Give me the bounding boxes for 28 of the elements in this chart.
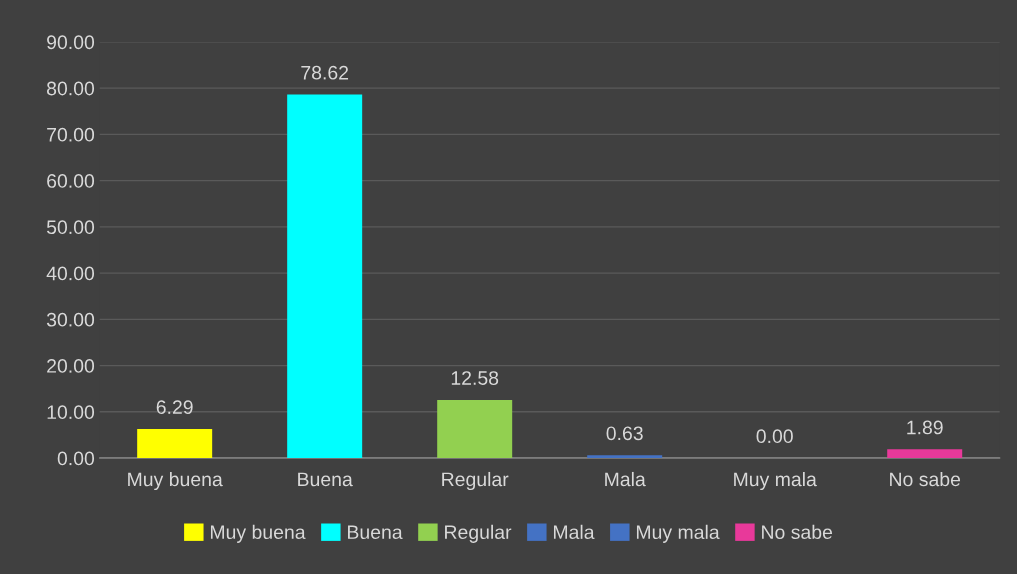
data-label: 6.29	[156, 400, 193, 415]
legend-label: Muy mala	[636, 524, 720, 543]
legend-label: Muy buena	[210, 524, 306, 543]
y-tick-label: 50.00	[46, 220, 95, 235]
y-tick-label: 10.00	[47, 405, 95, 420]
data-label: 12.58	[451, 371, 499, 385]
data-label: 0.00	[756, 429, 793, 444]
y-tick-label: 90.00	[47, 35, 95, 50]
data-label: 78.62	[301, 65, 349, 80]
y-tick-label: 0.00	[57, 451, 95, 466]
data-label: 0.63	[606, 426, 643, 441]
legend-label: No sabe	[762, 524, 833, 540]
legend-label: Mala	[553, 524, 595, 540]
x-tick-label: Regular	[442, 471, 509, 491]
x-tick-label: Muy buena	[128, 471, 223, 491]
y-tick-label: 70.00	[47, 127, 95, 142]
x-tick-label: Mala	[605, 471, 646, 487]
data-label: 1.89	[907, 420, 943, 435]
y-tick-label: 20.00	[47, 359, 95, 373]
y-tick-label: 30.00	[46, 312, 95, 327]
x-tick-label: Buena	[298, 472, 353, 487]
y-tick-label: 80.00	[47, 81, 95, 96]
legend-label: Buena	[348, 525, 403, 540]
x-tick-label: No sabe	[890, 471, 961, 487]
legend-label: Regular	[445, 524, 512, 543]
y-tick-label: 40.00	[46, 266, 95, 281]
x-tick-label: Muy mala	[734, 471, 817, 491]
y-tick-label: 60.00	[47, 174, 95, 188]
